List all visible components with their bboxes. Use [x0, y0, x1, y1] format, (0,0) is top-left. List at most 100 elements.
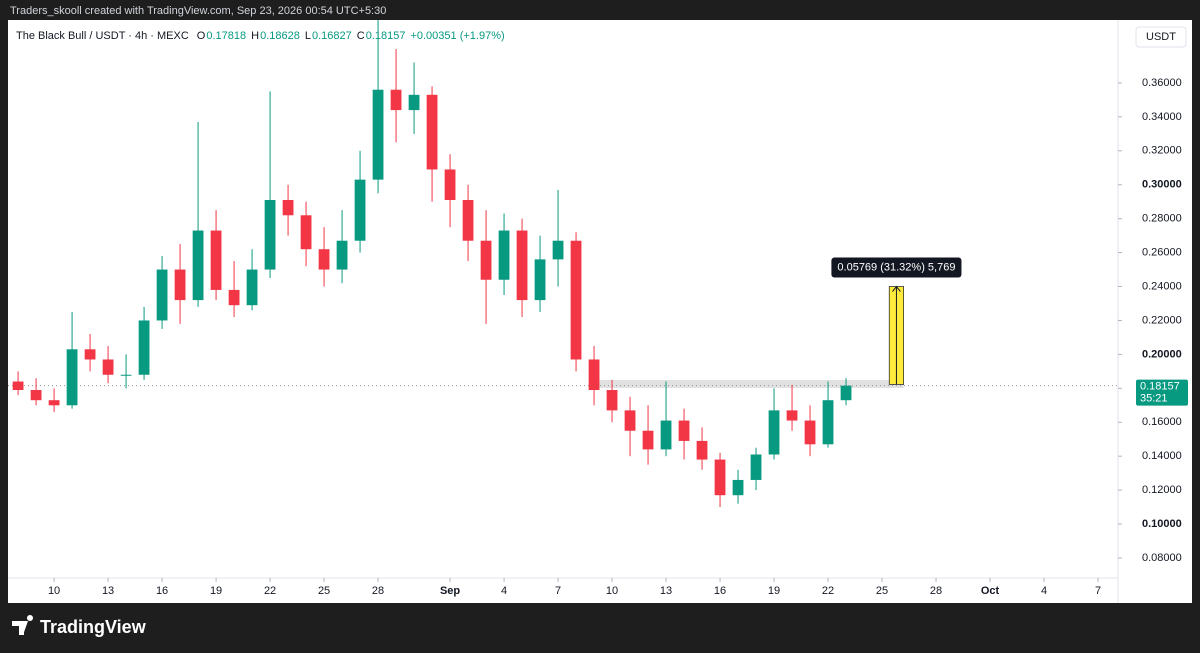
candle-body	[570, 240, 582, 360]
currency-box[interactable]	[1135, 26, 1187, 48]
candle-body	[714, 459, 726, 496]
legend-value: 0.18157	[366, 30, 406, 42]
candle-body	[390, 89, 402, 111]
x-tick-label: Sep	[440, 585, 460, 597]
legend-key: L	[305, 30, 311, 42]
candle-body	[120, 374, 132, 376]
candle-body	[228, 289, 240, 306]
candle-body	[174, 269, 186, 301]
y-tick-label: 0.32000	[1142, 145, 1182, 157]
logo	[12, 614, 34, 635]
y-tick-label: 0.34000	[1142, 111, 1182, 123]
candle-body	[516, 230, 528, 301]
x-tick-label: 22	[822, 585, 834, 597]
legend-change: +0.00351 (+1.97%)	[410, 30, 504, 42]
candle-body	[678, 420, 690, 441]
candle-body	[30, 390, 42, 401]
candle-body	[354, 179, 366, 241]
chart-panel	[8, 20, 1192, 603]
y-tick-label: 0.16000	[1142, 416, 1182, 428]
price-tag-value: 0.18157	[1140, 381, 1180, 393]
candle-body	[12, 381, 24, 391]
x-tick-label: 28	[930, 585, 942, 597]
candle-body	[768, 410, 780, 455]
candle-body	[642, 430, 654, 450]
candle-body	[696, 440, 708, 460]
candle-body	[84, 349, 96, 360]
candle-body	[336, 240, 348, 270]
candle-body	[840, 385, 852, 401]
measure-arrow	[892, 285, 901, 385]
x-tick-label: 7	[555, 585, 561, 597]
x-tick-label: 4	[1041, 585, 1047, 597]
y-tick-label: 0.26000	[1142, 247, 1182, 259]
candle-body	[192, 230, 204, 301]
x-tick-label: 25	[876, 585, 888, 597]
legend-value: 0.17818	[206, 30, 246, 42]
candle-body	[300, 215, 312, 250]
candle-body	[48, 400, 60, 406]
candle-body	[210, 230, 222, 290]
y-tick-label: 0.22000	[1142, 314, 1182, 326]
x-tick-label: 22	[264, 585, 276, 597]
candle-body	[750, 454, 762, 480]
candle-body	[588, 359, 600, 391]
candle-body	[408, 94, 420, 111]
y-tick-label: 0.30000	[1142, 179, 1182, 191]
symbol: The Black Bull / USDT · 4h · MEXC	[16, 30, 189, 42]
resistance-zone	[599, 380, 904, 388]
y-tick-label: 0.20000	[1142, 348, 1182, 360]
candle-body	[552, 240, 564, 260]
candle-body	[444, 169, 456, 201]
x-tick-label: Oct	[981, 585, 1000, 597]
x-tick-label: 10	[606, 585, 618, 597]
brand: TradingView	[40, 617, 147, 637]
legend-value: 0.16827	[312, 30, 352, 42]
x-tick-label: 28	[372, 585, 384, 597]
candle-body	[102, 359, 114, 375]
x-tick-label: 16	[156, 585, 168, 597]
candle-body	[822, 400, 834, 445]
y-tick-label: 0.36000	[1142, 77, 1182, 89]
x-tick-label: 16	[714, 585, 726, 597]
caption: Traders_skooll created with TradingView.…	[10, 5, 386, 17]
candle-body	[732, 479, 744, 496]
legend-value: 0.18628	[260, 30, 300, 42]
candle-body	[606, 390, 618, 411]
x-tick-label: 13	[660, 585, 672, 597]
candle-body	[624, 410, 636, 431]
candle-body	[786, 410, 798, 421]
legend-key: O	[197, 30, 206, 42]
y-tick-label: 0.10000	[1142, 518, 1182, 530]
candle-body	[66, 349, 78, 406]
x-tick-label: 7	[1095, 585, 1101, 597]
x-tick-label: 25	[318, 585, 330, 597]
candle-body	[282, 200, 294, 216]
legend-key: H	[251, 30, 259, 42]
candle-body	[804, 420, 816, 445]
candle-body	[372, 89, 384, 180]
price-tag	[1136, 379, 1188, 406]
price-tag-countdown: 35:21	[1140, 393, 1168, 405]
x-tick-label: 19	[210, 585, 222, 597]
measure-label: 0.05769 (31.32%) 5,769	[837, 261, 955, 273]
y-tick-label: 0.14000	[1142, 450, 1182, 462]
x-tick-label: 10	[48, 585, 60, 597]
y-tick-label: 0.08000	[1142, 552, 1182, 564]
y-tick-label: 0.12000	[1142, 484, 1182, 496]
x-tick-label: 13	[102, 585, 114, 597]
candle-body	[534, 259, 546, 301]
candle-body	[462, 200, 474, 241]
measure-label-bg	[831, 257, 962, 278]
candle-body	[138, 320, 150, 375]
candle-body	[318, 249, 330, 270]
candle-body	[264, 200, 276, 270]
y-tick-label: 0.24000	[1142, 280, 1182, 292]
candle-body	[246, 269, 258, 306]
candle-body	[498, 230, 510, 280]
x-tick-label: 4	[501, 585, 507, 597]
legend-key: C	[357, 30, 365, 42]
x-tick-label: 19	[768, 585, 780, 597]
